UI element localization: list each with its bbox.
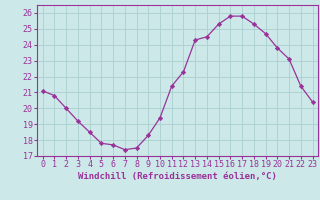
X-axis label: Windchill (Refroidissement éolien,°C): Windchill (Refroidissement éolien,°C) [78,172,277,181]
